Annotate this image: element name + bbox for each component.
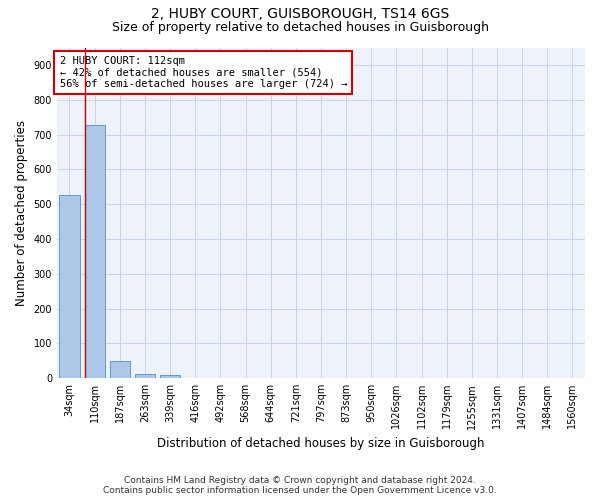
Bar	[110, 362, 130, 378]
Bar	[85, 125, 104, 378]
Text: Contains HM Land Registry data © Crown copyright and database right 2024.
Contai: Contains HM Land Registry data © Crown c…	[103, 476, 497, 495]
Bar	[59, 194, 80, 378]
Y-axis label: Number of detached properties: Number of detached properties	[15, 120, 28, 306]
Bar	[160, 374, 180, 378]
Text: Size of property relative to detached houses in Guisborough: Size of property relative to detached ho…	[112, 21, 488, 34]
Text: 2 HUBY COURT: 112sqm
← 42% of detached houses are smaller (554)
56% of semi-deta: 2 HUBY COURT: 112sqm ← 42% of detached h…	[59, 56, 347, 89]
X-axis label: Distribution of detached houses by size in Guisborough: Distribution of detached houses by size …	[157, 437, 485, 450]
Bar	[135, 374, 155, 378]
Text: 2, HUBY COURT, GUISBOROUGH, TS14 6GS: 2, HUBY COURT, GUISBOROUGH, TS14 6GS	[151, 8, 449, 22]
